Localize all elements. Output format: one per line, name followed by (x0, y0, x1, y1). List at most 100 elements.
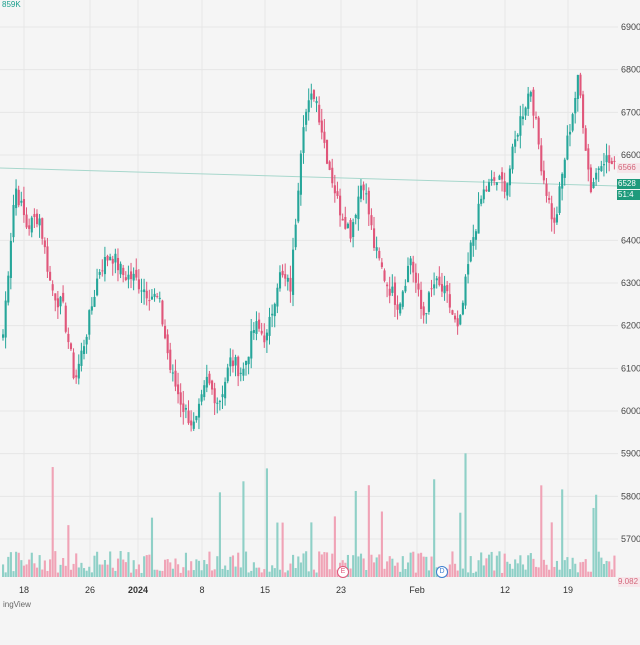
volume-bar (216, 556, 219, 577)
volume-bar (294, 568, 297, 577)
candle-body (184, 408, 188, 410)
candle-body (106, 255, 109, 261)
volume-bar (289, 563, 292, 577)
volume-bar (561, 489, 564, 577)
price-tick-label: 5800 (621, 491, 640, 501)
volume-bar (208, 551, 211, 577)
volume-bar (527, 555, 530, 577)
candle-body (344, 216, 347, 229)
volume-bar (600, 557, 603, 577)
candle-body (568, 131, 572, 135)
volume-bar (595, 494, 598, 577)
candle-body (221, 394, 224, 398)
candle-body (143, 289, 146, 293)
time-tick-label: 26 (85, 585, 95, 595)
candle-body (430, 288, 433, 290)
candle-body (299, 153, 302, 195)
volume-bar (490, 551, 493, 577)
price-axis: 6900 6800 6700 6600 6400 6300 6200 6100 6000 5900… (621, 22, 640, 544)
earnings-marker[interactable]: E (337, 566, 349, 578)
candle-body (161, 300, 164, 325)
volume-bar (124, 562, 127, 577)
candle-body (427, 292, 430, 312)
candle-body (529, 92, 532, 97)
volume-bar (325, 552, 329, 577)
volume-bar (211, 570, 214, 577)
volume-bar (67, 525, 70, 577)
candle-body (276, 287, 279, 307)
volume-bar (312, 569, 316, 577)
volume-bar (179, 572, 182, 577)
volume-bar (15, 551, 18, 577)
candle-body (218, 401, 221, 403)
candle-body (613, 160, 616, 162)
volume-bar (333, 516, 336, 577)
volume-bar (495, 555, 498, 577)
candle-body (595, 172, 598, 180)
candle-body (464, 276, 467, 306)
candle-body (506, 183, 509, 196)
volume-bar (72, 563, 75, 577)
volume-bar (174, 558, 177, 577)
dividend-marker[interactable]: D (436, 566, 448, 578)
candle-body (561, 173, 564, 189)
volume-bar (420, 552, 423, 577)
red-price-tag: 6566 (617, 163, 640, 173)
volume-bar (354, 490, 357, 577)
volume-bar (75, 553, 78, 577)
volume-bar (571, 557, 574, 577)
candle-body (234, 357, 237, 366)
candle-body (158, 297, 161, 299)
volume-bar (524, 569, 527, 577)
volume-bar (103, 560, 107, 577)
candle-body (608, 155, 611, 163)
candle-body (542, 170, 545, 181)
candle-body (440, 284, 444, 292)
volume-bar (529, 553, 532, 577)
candle-body (124, 277, 127, 281)
candle-body (333, 185, 336, 194)
candle-body (166, 334, 169, 354)
price-tick-label: 6600 (621, 150, 640, 160)
volume-bar (550, 522, 553, 577)
candle-body (187, 410, 190, 424)
volume-bar (244, 551, 248, 577)
volume-bar (427, 570, 430, 577)
candle-body (69, 343, 73, 350)
volume-bar (271, 565, 274, 577)
candle-body (200, 394, 203, 402)
volume-bar (260, 572, 263, 577)
candle-body (64, 305, 67, 332)
candle-body (242, 368, 245, 376)
volume-bar (171, 568, 174, 577)
volume-bar (422, 556, 425, 577)
candle-body (258, 319, 261, 329)
volume-bar (182, 567, 185, 577)
volume-bar (85, 570, 88, 577)
volume-bar (122, 559, 125, 577)
volume-bar (88, 566, 91, 577)
candle-body (77, 363, 80, 379)
volume-bar (43, 560, 46, 577)
candle-body (132, 273, 135, 281)
candle-body (318, 104, 321, 123)
candle-body (490, 178, 493, 182)
volume-bar (584, 559, 587, 577)
volume-bar (231, 555, 235, 577)
candle-body (38, 218, 41, 226)
candle-body (294, 224, 297, 248)
volume-bar (540, 485, 543, 577)
volume-bar (380, 511, 383, 577)
volume-bar (485, 558, 488, 577)
candle-body (417, 283, 420, 290)
candle-body (498, 175, 501, 180)
volume-bar (59, 564, 62, 577)
volume-bar (349, 568, 352, 577)
volume-bar (49, 559, 52, 577)
candle-body (226, 367, 229, 382)
volume-bar (218, 492, 221, 577)
volume-bar (506, 561, 509, 577)
candle-body (2, 334, 5, 338)
